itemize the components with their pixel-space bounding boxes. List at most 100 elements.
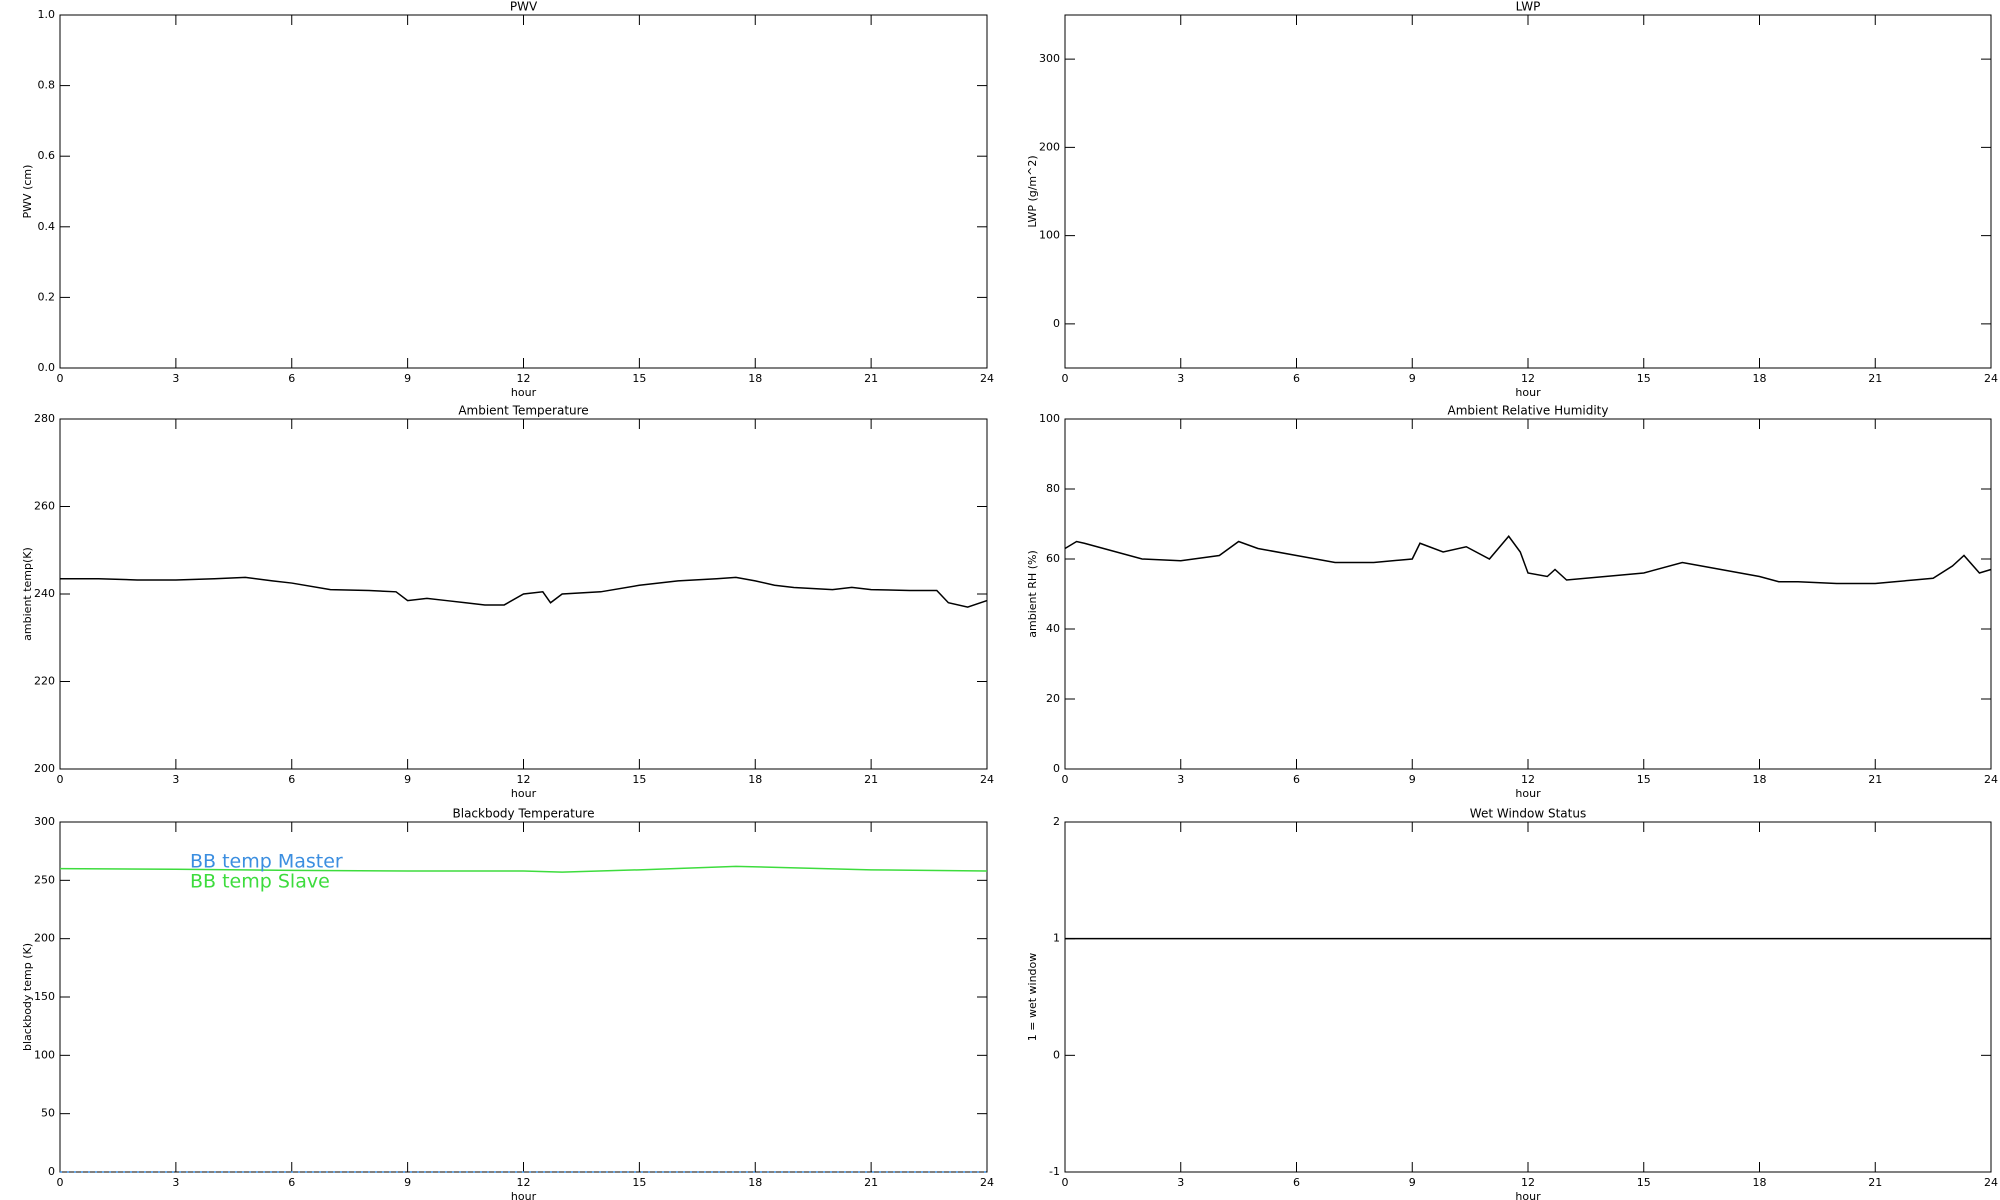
x-tick-label: 9 [404, 372, 411, 385]
y-tick-label: 0 [1053, 1048, 1060, 1061]
y-tick-label: 220 [34, 675, 55, 688]
data-line [1064, 535, 1992, 585]
x-tick-label: 21 [1868, 773, 1882, 786]
legend-entry: BB temp Master [190, 851, 343, 873]
x-tick-label: 12 [1521, 372, 1535, 385]
x-tick-label: 18 [1753, 773, 1767, 786]
x-tick-label: 0 [57, 1176, 64, 1189]
y-tick-label: 20 [1046, 692, 1060, 705]
x-tick-label: 6 [288, 372, 295, 385]
x-tick-label: 15 [632, 372, 646, 385]
y-axis-label: ambient RH (%) [1026, 550, 1039, 638]
x-tick-label: 21 [864, 1176, 878, 1189]
x-tick-label: 15 [1637, 1176, 1651, 1189]
y-tick-label: 80 [1046, 482, 1060, 495]
x-tick-label: 3 [1177, 372, 1184, 385]
plot-frame [1064, 14, 1992, 369]
y-axis-label: blackbody temp (K) [21, 943, 34, 1051]
x-tick-label: 0 [1062, 1176, 1069, 1189]
chart-title: Blackbody Temperature [453, 807, 595, 821]
x-tick-label: 3 [172, 372, 179, 385]
x-tick-label: 6 [1293, 773, 1300, 786]
x-tick-label: 18 [1753, 372, 1767, 385]
y-axis-label: LWP (g/m^2) [1026, 155, 1039, 227]
y-axis-label: PWV (cm) [21, 165, 34, 219]
x-tick-label: 24 [1984, 372, 1998, 385]
x-tick-label: 24 [980, 773, 994, 786]
x-tick-label: 18 [748, 372, 762, 385]
y-tick-label: 0.2 [38, 290, 56, 303]
x-tick-label: 9 [404, 773, 411, 786]
x-tick-label: 12 [517, 1176, 531, 1189]
y-tick-label: 60 [1046, 552, 1060, 565]
x-tick-label: 6 [288, 1176, 295, 1189]
x-tick-label: 12 [1521, 773, 1535, 786]
x-tick-label: 9 [1409, 1176, 1416, 1189]
x-tick-label: 6 [288, 773, 295, 786]
y-tick-label: 300 [34, 815, 55, 828]
y-tick-label: 0.0 [38, 361, 56, 374]
x-axis-label: hour [511, 386, 537, 399]
y-axis-label: ambient temp(K) [21, 547, 34, 641]
x-tick-label: 15 [632, 1176, 646, 1189]
x-tick-label: 6 [1293, 1176, 1300, 1189]
x-tick-label: 3 [172, 773, 179, 786]
x-tick-label: 12 [517, 773, 531, 786]
y-tick-label: -1 [1049, 1165, 1060, 1178]
y-tick-label: 0.4 [38, 220, 56, 233]
x-tick-label: 0 [1062, 773, 1069, 786]
data-line [60, 576, 988, 608]
x-tick-label: 15 [632, 773, 646, 786]
chart-title: Wet Window Status [1470, 807, 1586, 821]
y-axis-label: 1 = wet window [1026, 953, 1039, 1042]
x-tick-label: 9 [1409, 372, 1416, 385]
x-tick-label: 9 [1409, 773, 1416, 786]
y-tick-label: 260 [34, 500, 55, 513]
x-axis-label: hour [1515, 386, 1541, 399]
x-tick-label: 12 [1521, 1176, 1535, 1189]
x-tick-label: 21 [864, 372, 878, 385]
x-tick-label: 0 [57, 372, 64, 385]
y-tick-label: 200 [34, 762, 55, 775]
y-tick-label: 50 [41, 1107, 55, 1120]
x-axis-label: hour [511, 1190, 537, 1200]
y-tick-label: 1 [1053, 932, 1060, 945]
y-tick-label: 250 [34, 873, 55, 886]
x-tick-label: 0 [57, 773, 64, 786]
chart-title: Ambient Relative Humidity [1448, 404, 1609, 418]
x-tick-label: 3 [1177, 1176, 1184, 1189]
x-axis-label: hour [511, 787, 537, 800]
chart-title: PWV [510, 0, 538, 14]
x-tick-label: 24 [980, 1176, 994, 1189]
x-tick-label: 18 [748, 1176, 762, 1189]
data-line [59, 865, 988, 873]
x-tick-label: 21 [1868, 372, 1882, 385]
x-axis-label: hour [1515, 1190, 1541, 1200]
y-tick-label: 0 [48, 1165, 55, 1178]
y-tick-label: 100 [34, 1048, 55, 1061]
chart-title: LWP [1516, 0, 1541, 14]
x-tick-label: 18 [748, 773, 762, 786]
y-tick-label: 280 [34, 412, 55, 425]
y-tick-label: 300 [1039, 52, 1060, 65]
y-tick-label: 0 [1053, 762, 1060, 775]
x-tick-label: 24 [1984, 1176, 1998, 1189]
x-tick-label: 15 [1637, 372, 1651, 385]
y-tick-label: 0.8 [38, 79, 56, 92]
y-tick-label: 100 [1039, 412, 1060, 425]
x-tick-label: 6 [1293, 372, 1300, 385]
y-tick-label: 40 [1046, 622, 1060, 635]
legend-entry: BB temp Slave [190, 871, 330, 893]
x-axis-label: hour [1515, 787, 1541, 800]
x-tick-label: 3 [1177, 773, 1184, 786]
plot-frame [59, 14, 988, 369]
y-tick-label: 0 [1053, 317, 1060, 330]
y-tick-label: 100 [1039, 229, 1060, 242]
x-tick-label: 12 [517, 372, 531, 385]
x-tick-label: 24 [980, 372, 994, 385]
y-tick-label: 240 [34, 587, 55, 600]
plot-frame [1064, 418, 1992, 770]
y-tick-label: 2 [1053, 815, 1060, 828]
x-tick-label: 15 [1637, 773, 1651, 786]
